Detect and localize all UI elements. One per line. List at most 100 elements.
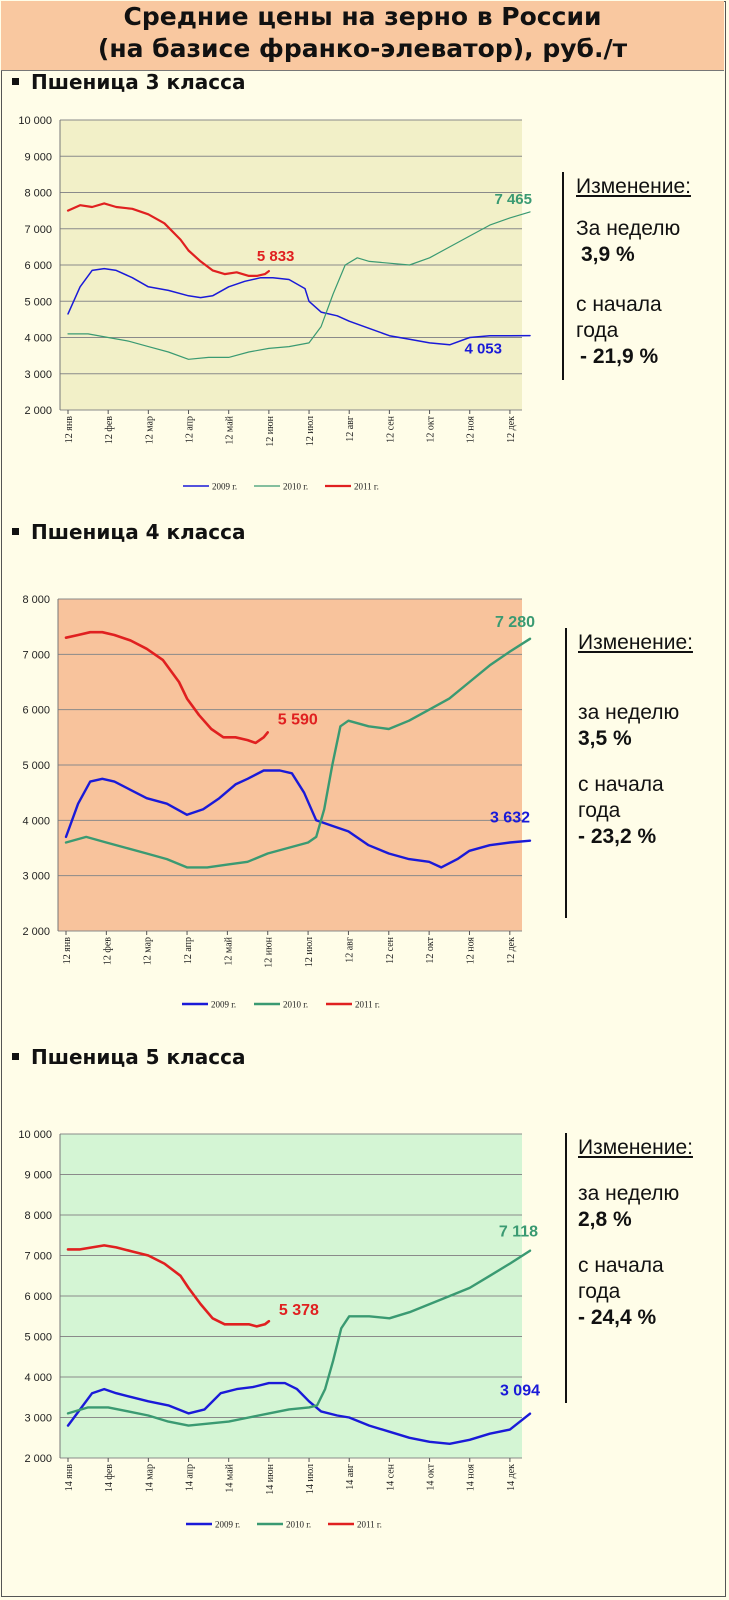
y-tick-label: 3 000 <box>24 369 52 381</box>
week-value: 2,8 % <box>578 1208 632 1231</box>
x-tick-label: 12 июн <box>264 936 275 967</box>
data-label: 5 378 <box>279 1302 319 1319</box>
ytd-value: - 24,4 % <box>578 1306 657 1329</box>
chart-wheat-5: 2 000 3 000 4 000 5 000 6 000 7 000 8 000 9 000… <box>18 1129 540 1530</box>
x-tick-label: 14 янв <box>64 1464 75 1491</box>
section-title-text: Пшеница 4 класса <box>31 520 246 544</box>
y-tick-label: 10 000 <box>18 115 52 127</box>
x-tick-label: 14 июл <box>305 1464 316 1494</box>
x-tick-label: 12 июл <box>304 937 315 967</box>
y-tick-label: 5 000 <box>22 760 50 772</box>
y-tick-label: 7 000 <box>22 649 50 661</box>
x-tick-label: 12 сен <box>385 936 396 963</box>
legend-label: 2011 г. <box>354 482 379 492</box>
y-tick-label: 8 000 <box>24 188 52 200</box>
header-title-line1: Средние цены на зерно в России <box>123 2 602 31</box>
week-label: За неделю <box>576 217 681 240</box>
ytd-label-line1: с начала <box>578 1254 664 1277</box>
series-line <box>64 630 269 745</box>
x-tick-label: 12 дек <box>506 416 517 443</box>
x-tick-label: 12 фев <box>102 937 113 965</box>
y-tick-label: 2 000 <box>22 926 50 938</box>
x-tick-label: 12 фев <box>104 416 115 444</box>
y-tick-label: 6 000 <box>24 260 52 272</box>
y-tick-label: 2 000 <box>24 1453 52 1465</box>
x-tick-label: 12 авг <box>345 416 356 442</box>
y-tick-label: 8 000 <box>24 1210 52 1222</box>
y-tick-label: 9 000 <box>24 151 52 163</box>
bullet-icon <box>12 528 19 535</box>
x-tick-label: 12 дек <box>506 937 517 964</box>
change-panel-wheat-4: Изменение: за неделю 3,5 % с начала года… <box>578 630 693 850</box>
section-title-wheat-3: Пшеница 3 класса <box>12 70 245 94</box>
page-header: Средние цены на зерно в России (на базис… <box>1 1 724 71</box>
legend-label: 2009 г. <box>211 1000 236 1010</box>
bullet-icon <box>12 78 19 85</box>
section-title-text: Пшеница 3 класса <box>31 70 246 94</box>
y-tick-label: 2 000 <box>24 405 52 417</box>
change-panel-wheat-5: Изменение: за неделю 2,8 % с начала года… <box>578 1135 693 1331</box>
x-tick-label: 12 апр <box>185 416 196 443</box>
data-label: 4 053 <box>464 341 502 358</box>
series-line <box>67 211 531 360</box>
legend-label: 2011 г. <box>355 1000 380 1010</box>
legend-label: 2010 г. <box>283 482 308 492</box>
y-tick-label: 10 000 <box>18 1129 52 1141</box>
change-heading: Изменение: <box>578 1136 693 1159</box>
y-tick-label: 3 000 <box>22 871 50 883</box>
panel-divider <box>565 628 567 918</box>
data-label: 5 833 <box>257 248 295 265</box>
x-tick-label: 12 ноя <box>465 937 476 965</box>
y-tick-label: 5 000 <box>24 1332 52 1344</box>
data-label: 7 280 <box>495 614 535 631</box>
x-tick-label: 12 мар <box>143 937 154 965</box>
series-line <box>67 267 531 346</box>
x-tick-label: 12 окт <box>425 936 436 963</box>
section-title-wheat-5: Пшеница 5 класса <box>12 1045 245 1069</box>
y-tick-label: 7 000 <box>24 224 52 236</box>
x-tick-label: 14 апр <box>185 1464 196 1491</box>
legend-label: 2010 г. <box>286 1520 311 1530</box>
x-tick-label: 12 янв <box>62 937 73 964</box>
change-heading: Изменение: <box>578 631 693 654</box>
ytd-value: - 23,2 % <box>578 825 657 848</box>
x-tick-label: 12 янв <box>64 416 75 443</box>
y-tick-label: 3 000 <box>24 1413 52 1425</box>
x-tick-label: 14 окт <box>426 1463 437 1490</box>
week-label: за неделю <box>578 701 680 724</box>
chart-wheat-3: 2 000 3 000 4 000 5 000 6 000 7 000 8 000 9 000… <box>18 115 532 492</box>
y-tick-label: 6 000 <box>22 705 50 717</box>
ytd-label-line1: с начала <box>578 773 664 796</box>
x-tick-label: 14 июн <box>265 1463 276 1494</box>
y-tick-label: 5 000 <box>24 296 52 308</box>
bullet-icon <box>12 1053 19 1060</box>
week-value: 3,9 % <box>581 243 635 266</box>
x-tick-label: 14 сен <box>385 1463 396 1490</box>
data-label: 7 465 <box>494 191 532 208</box>
chart-wheat-4: 2 000 3 000 4 000 5 000 6 000 7 000 8 000 12 ян… <box>22 594 535 1010</box>
y-tick-label: 6 000 <box>24 1291 52 1303</box>
x-tick-label: 14 ноя <box>466 1464 477 1492</box>
ytd-label-line2: года <box>578 799 621 822</box>
x-tick-label: 14 авг <box>345 1464 356 1490</box>
x-tick-label: 12 сен <box>385 415 396 442</box>
x-tick-label: 12 апр <box>183 937 194 964</box>
data-label: 3 632 <box>490 810 530 827</box>
x-tick-label: 12 май <box>225 415 236 444</box>
ytd-label-line2: года <box>576 319 619 342</box>
x-tick-label: 12 окт <box>426 415 437 442</box>
panel-divider <box>565 1133 567 1403</box>
change-heading: Изменение: <box>576 175 691 198</box>
x-tick-label: 12 мар <box>144 416 155 444</box>
data-label: 3 094 <box>500 1383 540 1400</box>
legend-label: 2010 г. <box>283 1000 308 1010</box>
x-tick-label: 12 авг <box>344 937 355 963</box>
legend-label: 2009 г. <box>215 1520 240 1530</box>
x-tick-label: 12 июн <box>265 415 276 446</box>
series-line <box>66 1381 532 1445</box>
y-tick-label: 8 000 <box>22 594 50 606</box>
series-line <box>64 769 532 869</box>
legend-label: 2011 г. <box>357 1520 382 1530</box>
y-tick-label: 4 000 <box>24 333 52 345</box>
ytd-value: - 21,9 % <box>580 345 659 368</box>
